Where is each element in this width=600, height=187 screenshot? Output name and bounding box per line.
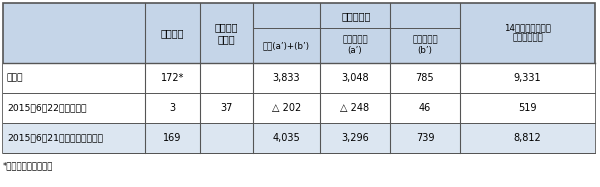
Text: 46: 46 (419, 103, 431, 113)
Bar (145, 3, 200, 63)
Bar (200, 3, 253, 63)
Text: 519: 519 (518, 103, 537, 113)
Bar (3, 123, 595, 153)
Text: 3: 3 (169, 103, 176, 113)
Text: 2015年6月22日の報告数: 2015年6月22日の報告数 (7, 103, 86, 113)
Text: 3,048: 3,048 (341, 73, 369, 83)
Text: 4,035: 4,035 (272, 133, 301, 143)
Bar (3, 93, 595, 123)
Bar (460, 3, 595, 63)
Text: 8,812: 8,812 (514, 133, 541, 143)
Text: 院内隔離者
(b’): 院内隔離者 (b’) (412, 36, 438, 55)
Text: 総数(a’)+(b’): 総数(a’)+(b’) (263, 41, 310, 50)
Text: 確定患者: 確定患者 (161, 28, 184, 38)
Bar (3, 3, 145, 63)
Text: 2015年6月21日までの報告総数: 2015年6月21日までの報告総数 (7, 134, 103, 142)
Text: 172*: 172* (161, 73, 184, 83)
Text: *中国での症例を含む: *中国での症例を含む (3, 161, 53, 170)
Text: △ 202: △ 202 (272, 103, 301, 113)
Text: 9,331: 9,331 (514, 73, 541, 83)
Text: 785: 785 (416, 73, 434, 83)
Bar (3, 3, 595, 153)
Bar (253, 3, 460, 63)
Text: 累計数: 累計数 (7, 73, 23, 82)
Text: 37: 37 (220, 103, 233, 113)
Text: 169: 169 (163, 133, 182, 143)
Text: 自宅隔離者
(a’): 自宅隔離者 (a’) (342, 36, 368, 55)
Text: 濃厘接触者: 濃厘接触者 (342, 11, 371, 21)
Text: 3,833: 3,833 (272, 73, 301, 83)
Text: △ 248: △ 248 (340, 103, 370, 113)
Bar (3, 63, 595, 93)
Text: 739: 739 (416, 133, 434, 143)
Text: 実施中の
検査数: 実施中の 検査数 (215, 22, 238, 44)
Text: 14日間の健康監視
を完了した者: 14日間の健康監視 を完了した者 (504, 23, 551, 43)
Text: 3,296: 3,296 (341, 133, 369, 143)
